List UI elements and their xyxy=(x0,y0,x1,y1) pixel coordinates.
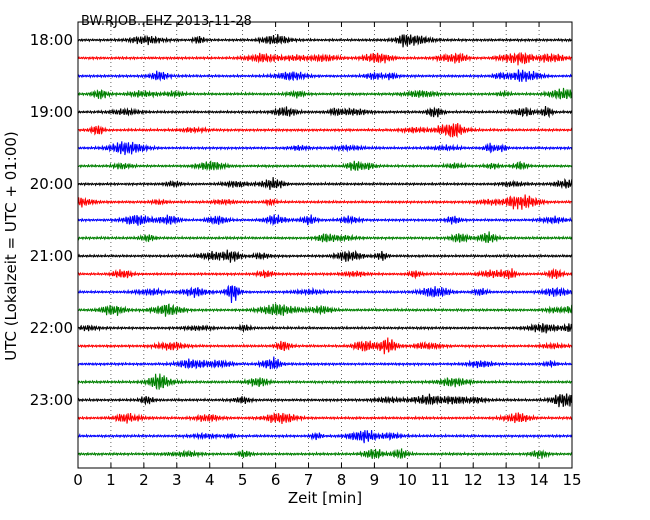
seismogram-trace-row xyxy=(77,411,573,424)
plot-frame xyxy=(77,21,573,469)
y-tick-label: 21:00 xyxy=(30,247,73,265)
seismogram-trace-row xyxy=(77,373,573,391)
x-tick-label: 13 xyxy=(497,471,516,489)
x-tick-label: 1 xyxy=(106,471,116,489)
seismogram-trace-row xyxy=(77,34,573,48)
y-tick-label: 23:00 xyxy=(30,391,73,409)
seismogram-trace-row xyxy=(77,249,573,263)
y-axis-ticks: 18:00 19:00 20:00 21:00 22:00 23:00 xyxy=(30,31,572,409)
seismogram-trace-row xyxy=(77,87,573,100)
seismogram-trace-row xyxy=(77,231,573,244)
seismogram-trace-row xyxy=(77,194,573,210)
x-tick-label: 2 xyxy=(139,471,149,489)
y-tick-label: 18:00 xyxy=(30,31,73,49)
seismogram-trace-row xyxy=(77,337,573,355)
x-tick-label: 6 xyxy=(271,471,281,489)
x-tick-label: 10 xyxy=(398,471,417,489)
y-tick-label: 20:00 xyxy=(30,175,73,193)
seismogram-trace-row xyxy=(77,430,573,444)
seismogram-trace-row xyxy=(77,51,573,66)
x-tick-label: 14 xyxy=(530,471,549,489)
y-axis-label: UTC (Lokalzeit = UTC + 01:00) xyxy=(2,131,20,361)
x-tick-label: 0 xyxy=(73,471,83,489)
seismogram-trace-row xyxy=(77,69,573,82)
x-tick-label: 3 xyxy=(172,471,182,489)
x-tick-label: 4 xyxy=(205,471,215,489)
x-tick-label: 11 xyxy=(431,471,450,489)
seismogram-trace-row xyxy=(77,322,573,334)
seismogram-trace-row xyxy=(77,356,573,370)
y-tick-label: 19:00 xyxy=(30,103,73,121)
seismogram-trace-row xyxy=(77,123,573,139)
x-axis-ticks: 0 1 2 3 4 5 6 7 8 9 10 11 12 13 14 15 xyxy=(73,22,582,489)
x-tick-label: 12 xyxy=(464,471,483,489)
seismogram-trace-row xyxy=(77,177,573,190)
seismogram-trace-row xyxy=(77,284,573,304)
x-tick-label: 5 xyxy=(238,471,248,489)
seismogram-trace-row xyxy=(77,141,573,156)
x-tick-label: 7 xyxy=(304,471,314,489)
seismogram-trace-row xyxy=(77,160,573,172)
seismogram-trace-row xyxy=(77,105,573,119)
x-axis-label: Zeit [min] xyxy=(288,489,362,507)
x-tick-label: 9 xyxy=(370,471,380,489)
y-tick-label: 22:00 xyxy=(30,319,73,337)
x-tick-label: 15 xyxy=(562,471,581,489)
seismogram-trace-row xyxy=(77,448,573,460)
seismogram-traces xyxy=(77,34,573,460)
x-tick-label: 8 xyxy=(337,471,347,489)
seismogram-trace-row xyxy=(78,303,573,317)
seismogram-trace-row xyxy=(77,267,573,280)
seismogram-trace-row xyxy=(77,214,573,227)
seismogram-trace-row xyxy=(77,393,573,408)
